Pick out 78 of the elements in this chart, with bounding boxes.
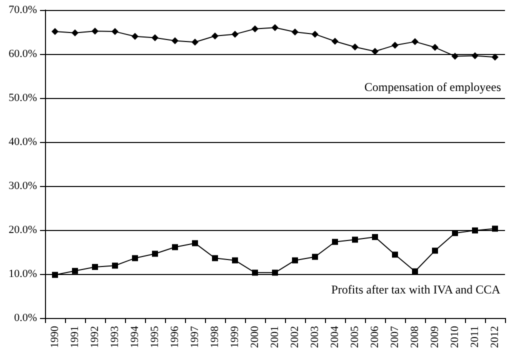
x-tick-label: 2012 xyxy=(489,326,501,348)
y-tick-label: 10.0% xyxy=(8,268,37,280)
point xyxy=(472,52,478,60)
y-tick-label: 60.0% xyxy=(8,48,37,60)
point xyxy=(492,226,498,232)
point xyxy=(412,268,418,274)
x-tick-label: 1993 xyxy=(109,326,121,348)
x-tick-label: 1990 xyxy=(49,326,61,348)
point xyxy=(252,25,258,32)
y-tick-label: 40.0% xyxy=(8,136,37,148)
point xyxy=(232,257,238,264)
point xyxy=(372,48,378,55)
point xyxy=(312,254,318,260)
point xyxy=(92,28,98,35)
point xyxy=(492,54,498,61)
x-tick-label: 1992 xyxy=(89,326,101,348)
x-tick-label: 2005 xyxy=(349,326,361,348)
point xyxy=(172,37,178,44)
point xyxy=(92,264,98,270)
x-tick-label: 1996 xyxy=(169,326,181,348)
y-tick-label: 20.0% xyxy=(8,224,37,236)
point xyxy=(152,250,158,257)
point xyxy=(372,234,378,240)
point xyxy=(232,30,238,38)
point xyxy=(432,248,438,254)
x-tick-label: 2001 xyxy=(269,326,281,348)
point xyxy=(432,44,438,51)
point xyxy=(472,227,478,234)
y-tick-label: 0.0% xyxy=(14,312,37,324)
point xyxy=(332,38,338,45)
x-tick-label: 2000 xyxy=(249,326,261,348)
x-tick-label: 2009 xyxy=(429,326,441,348)
point xyxy=(352,43,358,50)
point xyxy=(52,272,58,278)
x-tick-label: 2007 xyxy=(389,326,401,348)
point xyxy=(272,270,278,276)
x-tick-label: 2002 xyxy=(289,326,301,348)
point xyxy=(352,236,358,243)
x-tick-label: 2004 xyxy=(329,326,341,348)
point xyxy=(152,34,158,42)
x-tick-label: 1994 xyxy=(129,326,141,348)
point xyxy=(452,52,458,60)
x-tick-label: 1991 xyxy=(69,326,81,348)
x-tick-label: 1998 xyxy=(209,326,221,348)
point xyxy=(52,28,58,36)
point xyxy=(292,257,298,264)
x-tick-label: 1997 xyxy=(189,326,201,348)
x-tick-label: 2010 xyxy=(449,326,461,348)
point xyxy=(212,32,218,40)
point xyxy=(192,240,198,246)
point xyxy=(392,252,398,258)
x-tick-label: 2011 xyxy=(469,326,481,348)
point xyxy=(412,38,418,46)
y-tick-label: 50.0% xyxy=(8,92,37,104)
point xyxy=(272,24,278,32)
point xyxy=(332,238,338,245)
point xyxy=(72,268,78,274)
x-tick-label: 2003 xyxy=(309,326,321,348)
point xyxy=(212,255,218,262)
point xyxy=(172,244,178,250)
point xyxy=(112,262,118,269)
point xyxy=(292,28,298,36)
point xyxy=(252,270,258,276)
point xyxy=(132,255,138,262)
y-tick-label: 30.0% xyxy=(8,180,37,192)
point xyxy=(192,38,198,46)
point xyxy=(312,30,318,38)
x-tick-label: 1995 xyxy=(149,326,161,348)
x-tick-label: 1999 xyxy=(229,326,241,348)
series-label: Compensation of employees xyxy=(364,80,502,94)
point xyxy=(72,29,78,36)
point xyxy=(112,28,118,36)
x-tick-label: 2006 xyxy=(369,326,381,348)
series-label: Profits after tax with IVA and CCA xyxy=(331,282,501,297)
point xyxy=(132,32,138,40)
x-tick-label: 2008 xyxy=(409,326,421,348)
y-tick-label: 70.0% xyxy=(8,4,37,16)
point xyxy=(392,42,398,49)
